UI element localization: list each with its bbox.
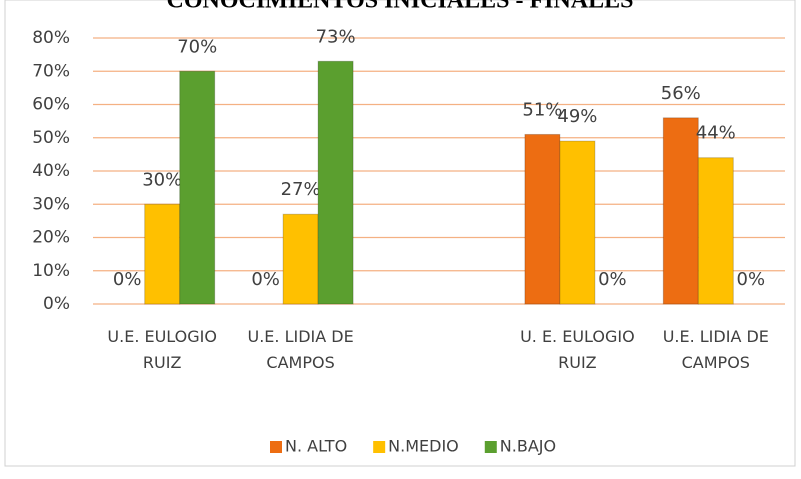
data-label: 70% [177, 36, 217, 57]
data-label: 30% [142, 169, 182, 190]
bar [697, 157, 734, 305]
y-tick-label: 30% [32, 194, 70, 214]
y-tick-label: 80% [32, 28, 70, 48]
data-label: 49% [557, 106, 597, 127]
y-tick-label: 40% [32, 161, 70, 181]
data-label: 0% [251, 269, 280, 290]
legend-swatch [373, 441, 386, 453]
y-tick-label: 10% [32, 261, 70, 281]
y-tick-label: 50% [32, 128, 70, 148]
bar [559, 140, 596, 305]
legend-label: N.MEDIO [388, 437, 459, 456]
data-label: 44% [696, 123, 736, 144]
legend-label: N. ALTO [285, 437, 347, 456]
data-label: 0% [598, 269, 627, 290]
bar [144, 203, 181, 305]
data-label: 0% [113, 269, 142, 290]
y-tick-label: 60% [32, 95, 70, 115]
y-tick-label: 70% [32, 61, 70, 81]
data-label: 73% [316, 26, 356, 47]
chart-title: CONOCIMIENTOS INICIALES - FINALES [167, 0, 634, 14]
bar [179, 70, 216, 305]
bar [317, 60, 354, 305]
x-tick-label: U. E. EULOGIO RUIZ [520, 327, 635, 372]
data-label: 27% [281, 179, 321, 200]
data-label: 0% [737, 269, 766, 290]
legend-swatch [270, 441, 282, 453]
bar [662, 117, 699, 305]
x-tick-label: U.E. LIDIA DE CAMPOS [247, 327, 354, 372]
x-tick-label: U.E. EULOGIO RUIZ [107, 327, 217, 372]
y-tick-label: 20% [32, 228, 70, 248]
legend-label: N.BAJO [500, 437, 556, 456]
x-tick-label: U.E. LIDIA DE CAMPOS [662, 327, 769, 372]
data-label: 56% [661, 83, 701, 104]
bar [524, 133, 561, 305]
legend-swatch [484, 441, 497, 453]
bar [282, 213, 319, 305]
data-label: 51% [522, 99, 562, 120]
y-tick-label: 0% [43, 294, 70, 314]
